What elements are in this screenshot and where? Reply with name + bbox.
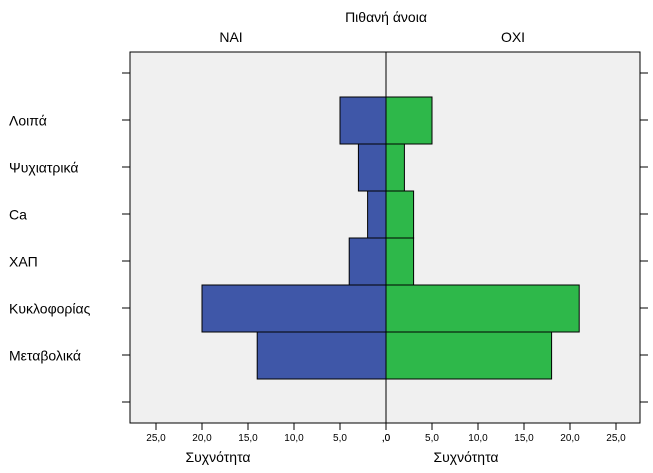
x-tick-label-right: 15,0 [514, 433, 534, 444]
x-tick-label-right: 25,0 [606, 433, 626, 444]
category-label-3: ΧΑΠ [9, 254, 38, 270]
category-label-1: Ψυχιατρικά [9, 160, 78, 176]
x-tick-label-left: 10,0 [284, 433, 304, 444]
category-label-2: Ca [9, 207, 27, 223]
category-label-0: Λοιπά [9, 113, 47, 129]
category-label-5: Μεταβολικά [9, 348, 81, 364]
bar-left-5 [256, 331, 387, 380]
x-axis-title-left: Συχνότητα [186, 449, 251, 465]
bar-right-0 [385, 96, 433, 145]
bar-right-5 [385, 331, 553, 380]
x-tick-label-left: 25,0 [146, 433, 166, 444]
x-tick-label-left: ,0 [382, 433, 391, 444]
bar-right-1 [385, 143, 405, 192]
x-tick-label-left: 20,0 [192, 433, 212, 444]
bar-left-1 [357, 143, 387, 192]
bar-right-4 [385, 284, 580, 333]
panel-title-right: ΟΧΙ [501, 29, 525, 45]
panel-title-left: ΝΑΙ [219, 29, 242, 45]
x-tick-label-left: 5,0 [333, 433, 347, 444]
x-tick-label-right: ,0 [382, 433, 391, 444]
x-axis-title-right: Συχνότητα [434, 449, 499, 465]
category-label-4: Κυκλοφορίας [9, 301, 91, 317]
bar-left-0 [339, 96, 387, 145]
bar-left-3 [348, 237, 387, 286]
bar-left-2 [367, 190, 387, 239]
chart-title: Πιθανή άνοια [345, 9, 427, 25]
x-tick-label-right: 20,0 [560, 433, 580, 444]
bar-left-4 [201, 284, 387, 333]
bar-right-3 [385, 237, 415, 286]
x-tick-label-left: 15,0 [238, 433, 258, 444]
x-tick-label-right: 5,0 [425, 433, 439, 444]
bar-right-2 [385, 190, 415, 239]
x-tick-label-right: 10,0 [468, 433, 488, 444]
